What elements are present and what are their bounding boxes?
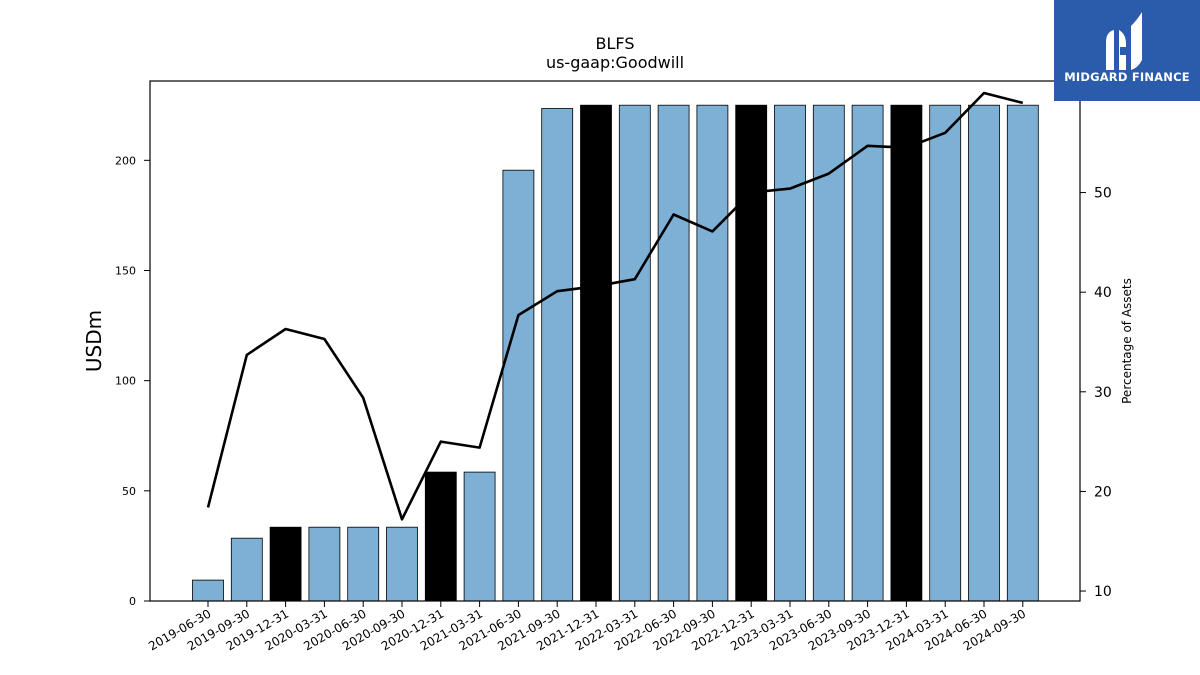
bar-2020-09-30 <box>386 526 418 602</box>
logo-mark-icon <box>1106 12 1142 70</box>
y-axis-label: USDm <box>82 310 106 372</box>
y2-tick-label: 40 <box>1094 285 1112 301</box>
y-tick-label: 200 <box>115 154 136 167</box>
bar-2022-09-30 <box>696 104 729 602</box>
bar-2024-09-30 <box>1006 104 1039 602</box>
y-tick-label: 0 <box>129 595 136 608</box>
y-tick-label: 100 <box>115 375 136 388</box>
bar-2023-03-31 <box>774 104 806 602</box>
bar-2019-06-30 <box>192 579 224 602</box>
percentage-line <box>206 91 1024 521</box>
plot-frame <box>149 80 1081 602</box>
y2-tick-label: 20 <box>1094 484 1112 500</box>
bar-2023-09-30 <box>851 104 884 602</box>
y2-axis-label: Percentage of Assets <box>1120 278 1134 404</box>
y2-tick-label: 50 <box>1094 186 1112 202</box>
right-axis: 102030405060 <box>1080 86 1112 600</box>
bars-group <box>192 104 1039 602</box>
bar-2023-12-31 <box>890 104 923 602</box>
chart-title: BLFS <box>596 34 635 53</box>
bar-2024-03-31 <box>929 104 962 602</box>
chart-subtitle: us-gaap:Goodwill <box>546 53 684 72</box>
x-axis: 2019-06-302019-09-302019-12-312020-03-31… <box>146 601 1028 653</box>
y2-tick-label: 30 <box>1094 385 1112 401</box>
bar-2021-12-31 <box>580 104 612 602</box>
left-axis: 0 50 100 150 200 <box>115 154 150 608</box>
bar-2019-09-30 <box>230 537 263 602</box>
bar-2023-06-30 <box>812 104 845 602</box>
bar-2022-12-31 <box>735 104 768 602</box>
midgard-finance-logo: MIDGARD FINANCE <box>1054 0 1200 101</box>
bar-2024-06-30 <box>968 104 1000 602</box>
y-tick-label: 150 <box>115 264 136 277</box>
y2-tick-label: 10 <box>1094 584 1112 600</box>
bar-2019-12-31 <box>269 526 302 602</box>
bar-2022-03-31 <box>618 104 651 602</box>
logo-text: MIDGARD FINANCE <box>1064 70 1190 84</box>
bar-2020-12-31 <box>424 471 457 602</box>
bar-2022-06-30 <box>657 104 690 602</box>
bar-2021-06-30 <box>502 169 535 602</box>
line-group <box>206 91 1024 521</box>
bar-2021-09-30 <box>541 108 574 602</box>
bar-2021-03-31 <box>463 471 496 602</box>
bar-2020-03-31 <box>308 526 341 602</box>
bar-2020-06-30 <box>347 526 380 602</box>
y-tick-label: 50 <box>122 485 136 498</box>
